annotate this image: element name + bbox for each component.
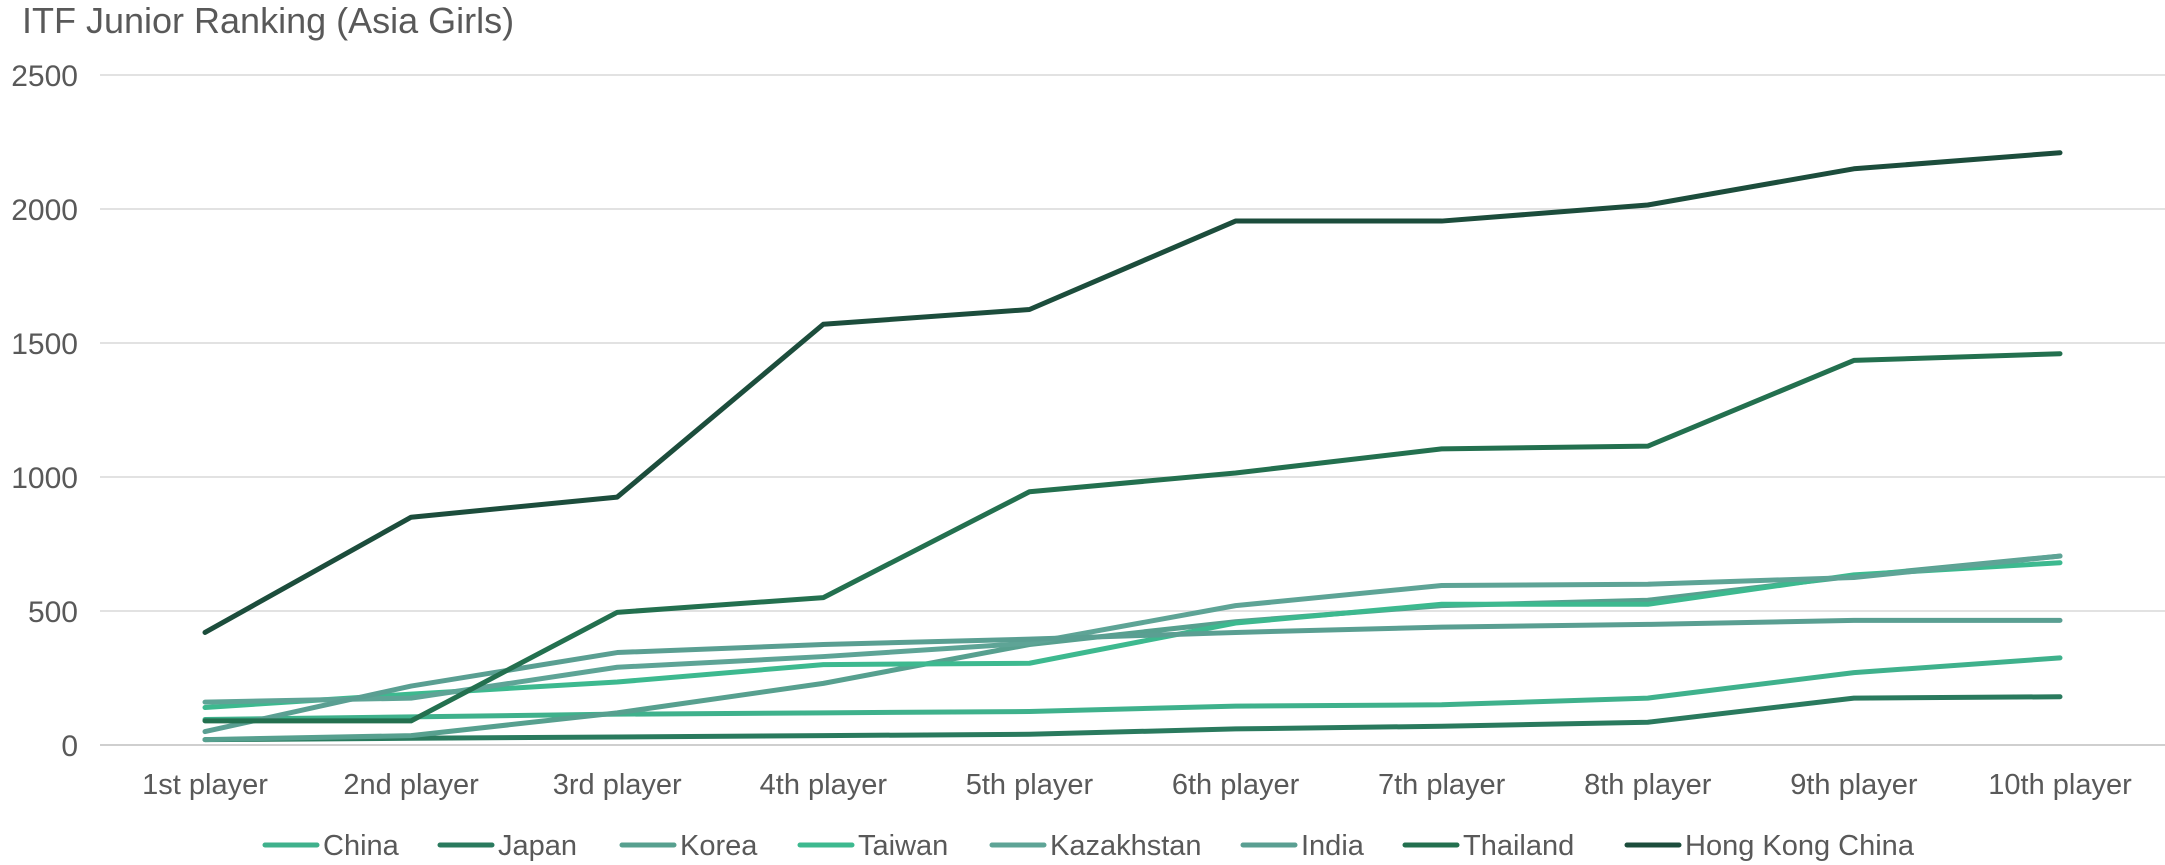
legend-label: Hong Kong China [1685, 830, 1915, 862]
x-tick-label: 10th player [1988, 769, 2132, 801]
x-tick-label: 8th player [1584, 769, 1712, 801]
x-tick-label: 2nd player [343, 769, 479, 801]
y-tick-label: 2000 [11, 194, 78, 227]
legend-label: Japan [498, 830, 577, 862]
y-tick-label: 1500 [11, 328, 78, 361]
legend-label: Korea [680, 830, 758, 862]
legend-label: Thailand [1463, 830, 1574, 862]
y-tick-label: 0 [61, 730, 78, 763]
y-tick-label: 1000 [11, 462, 78, 495]
series-lines [205, 153, 2060, 740]
x-tick-label: 5th player [966, 769, 1094, 801]
x-tick-label: 9th player [1790, 769, 1918, 801]
x-tick-label: 7th player [1378, 769, 1506, 801]
x-tick-label: 6th player [1172, 769, 1300, 801]
legend-label: China [323, 830, 400, 862]
x-tick-label: 4th player [760, 769, 888, 801]
legend-label: India [1301, 830, 1365, 862]
series-line-thailand [205, 354, 2060, 721]
y-tick-label: 2500 [11, 60, 78, 93]
legend-label: Kazakhstan [1050, 830, 1202, 862]
legend-label: Taiwan [858, 830, 948, 862]
x-axis-labels: 1st player 2nd player 3rd player 4th player… [142, 769, 2132, 801]
x-tick-label: 1st player [142, 769, 268, 801]
x-tick-label: 3rd player [553, 769, 682, 801]
y-tick-label: 500 [28, 596, 78, 629]
y-axis-labels: 0 500 1000 1500 2000 2500 [11, 60, 78, 763]
legend: China Japan Korea Taiwan Kazakhstan India Thai… [265, 830, 1915, 862]
